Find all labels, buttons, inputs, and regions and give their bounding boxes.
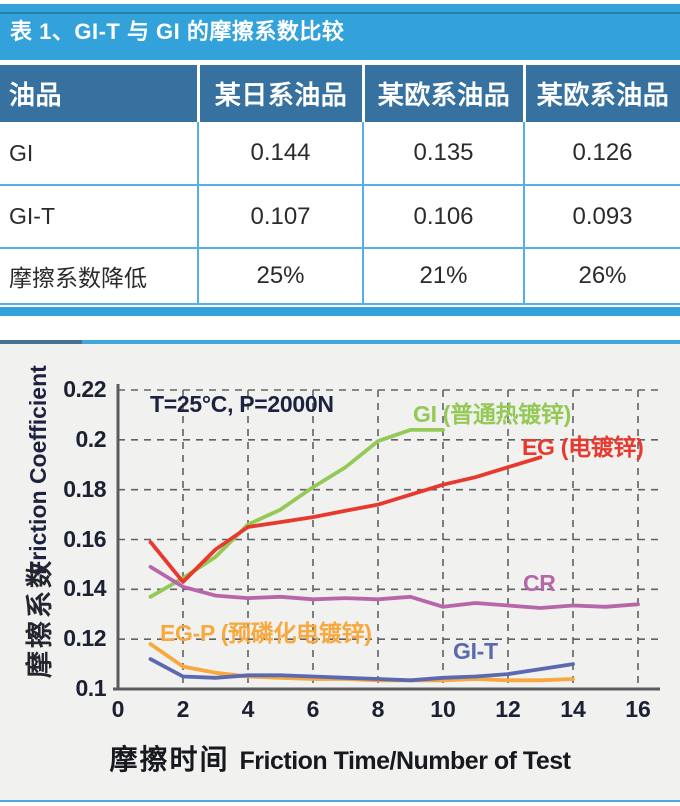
chart-annotation: T=25°C, P=2000N: [150, 391, 334, 417]
plot-area: [113, 384, 660, 691]
row-label: 摩擦系数降低: [9, 265, 147, 291]
cell-value: 0.107: [197, 186, 362, 247]
table-header-row: 油品 某日系油品 某欧系油品 某欧系油品: [0, 65, 680, 122]
x-axis-label: 摩擦时间 Friction Time/Number of Test: [90, 738, 590, 778]
table-title: 表 1、GI-T 与 GI 的摩擦系数比较: [10, 19, 345, 44]
series-label-EG-P: EG-P (预磷化电镀锌): [160, 620, 372, 646]
series-line-GI-T: [148, 657, 575, 683]
cell-value: 25%: [197, 249, 362, 303]
cell-value: 0.135: [362, 122, 523, 184]
x-tick-label: 16: [625, 696, 651, 722]
x-tick-label: 0: [111, 696, 125, 722]
y-tick-label: 0.16: [63, 525, 106, 552]
table-row: 摩擦系数降低 25% 21% 26%: [0, 249, 680, 305]
row-label: GI: [9, 139, 34, 166]
x-axis-label-en: Friction Time/Number of Test: [239, 747, 571, 775]
y-tick-label: 0.2: [75, 425, 107, 452]
column-header-oil: 油品: [9, 80, 63, 110]
x-tick-label: 2: [176, 696, 190, 722]
x-tick-label: 8: [371, 696, 385, 722]
column-header-europe-2: 某欧系油品: [523, 65, 680, 122]
cell-value: 21%: [362, 249, 523, 303]
x-tick-label: 4: [241, 696, 255, 722]
cell-value: 0.144: [197, 122, 362, 184]
series-label-GI-T: GI-T: [453, 638, 498, 664]
y-axis-label-zh: 摩擦系数: [25, 558, 55, 678]
cell-value: 26%: [523, 249, 680, 303]
row-label: GI-T: [9, 203, 55, 229]
series-label-CR: CR: [523, 570, 556, 596]
table-bottom-bar: [0, 307, 680, 316]
cell-value: 0.093: [523, 186, 680, 247]
x-tick-label: 6: [306, 696, 320, 722]
panel-top-accent: [0, 340, 82, 344]
series-line-EG: [148, 455, 543, 584]
table-header-gap: [0, 60, 680, 65]
table-row: GI 0.144 0.135 0.126: [0, 122, 680, 186]
y-tick-label: 0.1: [75, 675, 107, 701]
series-label-GI: GI (普通热镀锌): [413, 401, 571, 427]
title-bar-accent-line: [0, 12, 680, 14]
x-axis-label-zh: 摩擦时间: [109, 744, 230, 775]
friction-chart-panel: T=25°C, P=2000N Friction Coefficient 摩擦系…: [0, 340, 680, 802]
x-tick-label: 12: [495, 696, 521, 722]
table-title-bar: 表 1、GI-T 与 GI 的摩擦系数比较: [0, 4, 680, 60]
friction-table: 表 1、GI-T 与 GI 的摩擦系数比较 油品 某日系油品 某欧系油品 某欧系…: [0, 0, 680, 316]
x-tick-label: 10: [430, 696, 456, 722]
column-header-japan: 某日系油品: [197, 65, 362, 122]
y-tick-label: 0.12: [63, 625, 106, 652]
x-tick-label: 14: [560, 696, 586, 722]
column-header-europe-1: 某欧系油品: [362, 65, 523, 122]
cell-value: 0.126: [523, 122, 680, 184]
y-tick-label: 0.22: [63, 376, 106, 402]
y-tick-label: 0.14: [63, 575, 106, 602]
series-line-CR: [148, 564, 640, 610]
series-label-EG: EG (电镀锌): [522, 434, 644, 460]
y-tick-label: 0.18: [63, 475, 106, 502]
cell-value: 0.106: [362, 186, 523, 247]
table-row: GI-T 0.107 0.106 0.093: [0, 186, 680, 249]
